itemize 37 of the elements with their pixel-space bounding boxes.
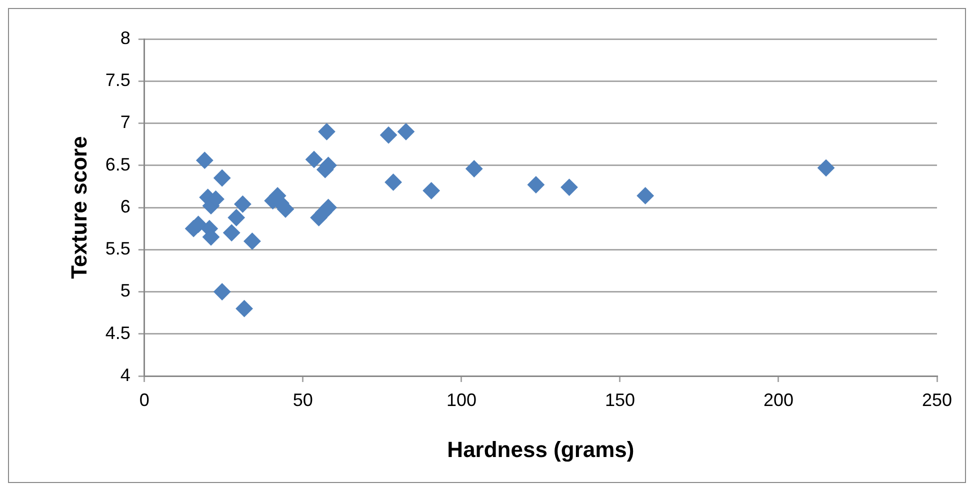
y-tick-label: 8 [120, 28, 130, 48]
point [380, 126, 398, 144]
point [818, 159, 835, 176]
point [527, 176, 544, 194]
point [397, 123, 414, 140]
y-tick-label: 4.5 [105, 322, 130, 343]
point [214, 283, 231, 300]
point [236, 300, 253, 318]
x-tick-label: 100 [446, 390, 476, 410]
y-tick-label: 4 [120, 364, 130, 385]
point [223, 224, 240, 242]
x-tick-label: 200 [763, 390, 794, 410]
x-tick-label: 0 [139, 390, 150, 410]
point [636, 187, 654, 204]
point [466, 160, 483, 178]
x-tick-label: 250 [922, 390, 952, 410]
y-tick-label: 7 [120, 112, 130, 132]
point [560, 178, 578, 196]
point [320, 199, 337, 216]
point [196, 152, 214, 169]
point [306, 150, 323, 168]
y-tick-label: 5 [120, 280, 130, 301]
y-tick-label: 7.5 [105, 70, 130, 90]
y-tick-label: 6.5 [105, 154, 130, 174]
point [228, 209, 245, 226]
y-axis-title: Texture score [66, 136, 92, 279]
x-axis-title: Hardness (grams) [447, 436, 634, 462]
point [384, 174, 402, 191]
x-tick-label: 150 [604, 390, 635, 410]
point [318, 123, 336, 140]
x-tick-label: 50 [292, 390, 313, 410]
y-tick-label: 5.5 [105, 238, 130, 259]
y-tick-label: 6 [120, 196, 130, 216]
point [234, 196, 252, 213]
point [422, 182, 440, 200]
point [214, 170, 231, 187]
point [244, 232, 261, 250]
